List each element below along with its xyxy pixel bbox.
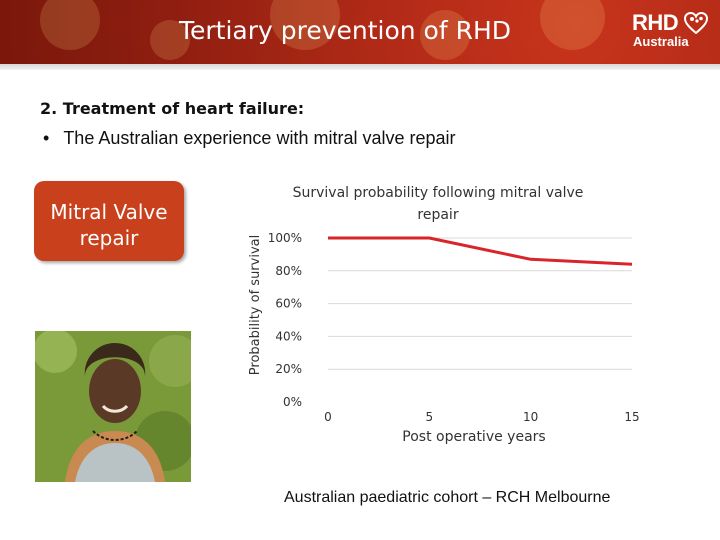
y-tick-label: 60%	[275, 297, 302, 311]
x-tick-label: 0	[324, 410, 332, 424]
y-tick-label: 0%	[283, 395, 302, 409]
x-axis-label: Post operative years	[402, 429, 545, 445]
y-gridlines	[328, 237, 632, 370]
mitral-valve-repair-box: Mitral Valve repair	[34, 181, 184, 261]
x-tick-labels: 0 5 10 15	[324, 410, 639, 424]
title-banner: Tertiary prevention of RHD RHD Australia	[0, 0, 720, 64]
slide-title: Tertiary prevention of RHD	[178, 16, 512, 45]
y-tick-label: 20%	[275, 362, 302, 376]
logo-country: Australia	[633, 34, 689, 49]
rhd-australia-logo: RHD Australia	[632, 10, 712, 54]
logo-brand: RHD	[632, 10, 679, 35]
bullet-text: The Australian experience with mitral va…	[63, 128, 456, 148]
survival-series	[328, 236, 633, 266]
bullet-item: • The Australian experience with mitral v…	[43, 128, 456, 149]
chart-title-line2: repair	[417, 207, 458, 223]
banner-divider	[0, 64, 720, 70]
y-tick-labels: 0% 20% 40% 60% 80% 100%	[268, 231, 302, 409]
patient-photo	[35, 331, 191, 482]
survival-chart: Survival probability following mitral va…	[248, 185, 640, 445]
x-tick-label: 5	[426, 410, 434, 424]
survival-line	[328, 236, 633, 266]
y-tick-label: 40%	[275, 329, 302, 343]
heart-icon	[684, 12, 708, 34]
box-label-line2: repair	[79, 226, 139, 250]
patient-photo-illustration	[35, 331, 191, 482]
y-tick-label: 100%	[268, 231, 302, 245]
box-label-line1: Mitral Valve	[50, 200, 168, 224]
bullet-icon: •	[43, 128, 50, 148]
section-heading: 2. Treatment of heart failure:	[40, 99, 305, 118]
cohort-caption: Australian paediatric cohort – RCH Melbo…	[284, 489, 611, 506]
chart-title-line1: Survival probability following mitral va…	[293, 185, 584, 201]
x-tick-label: 10	[523, 410, 538, 424]
y-axis-label: Probability of survival	[248, 235, 263, 375]
y-tick-label: 80%	[275, 264, 302, 278]
x-tick-label: 15	[624, 410, 639, 424]
